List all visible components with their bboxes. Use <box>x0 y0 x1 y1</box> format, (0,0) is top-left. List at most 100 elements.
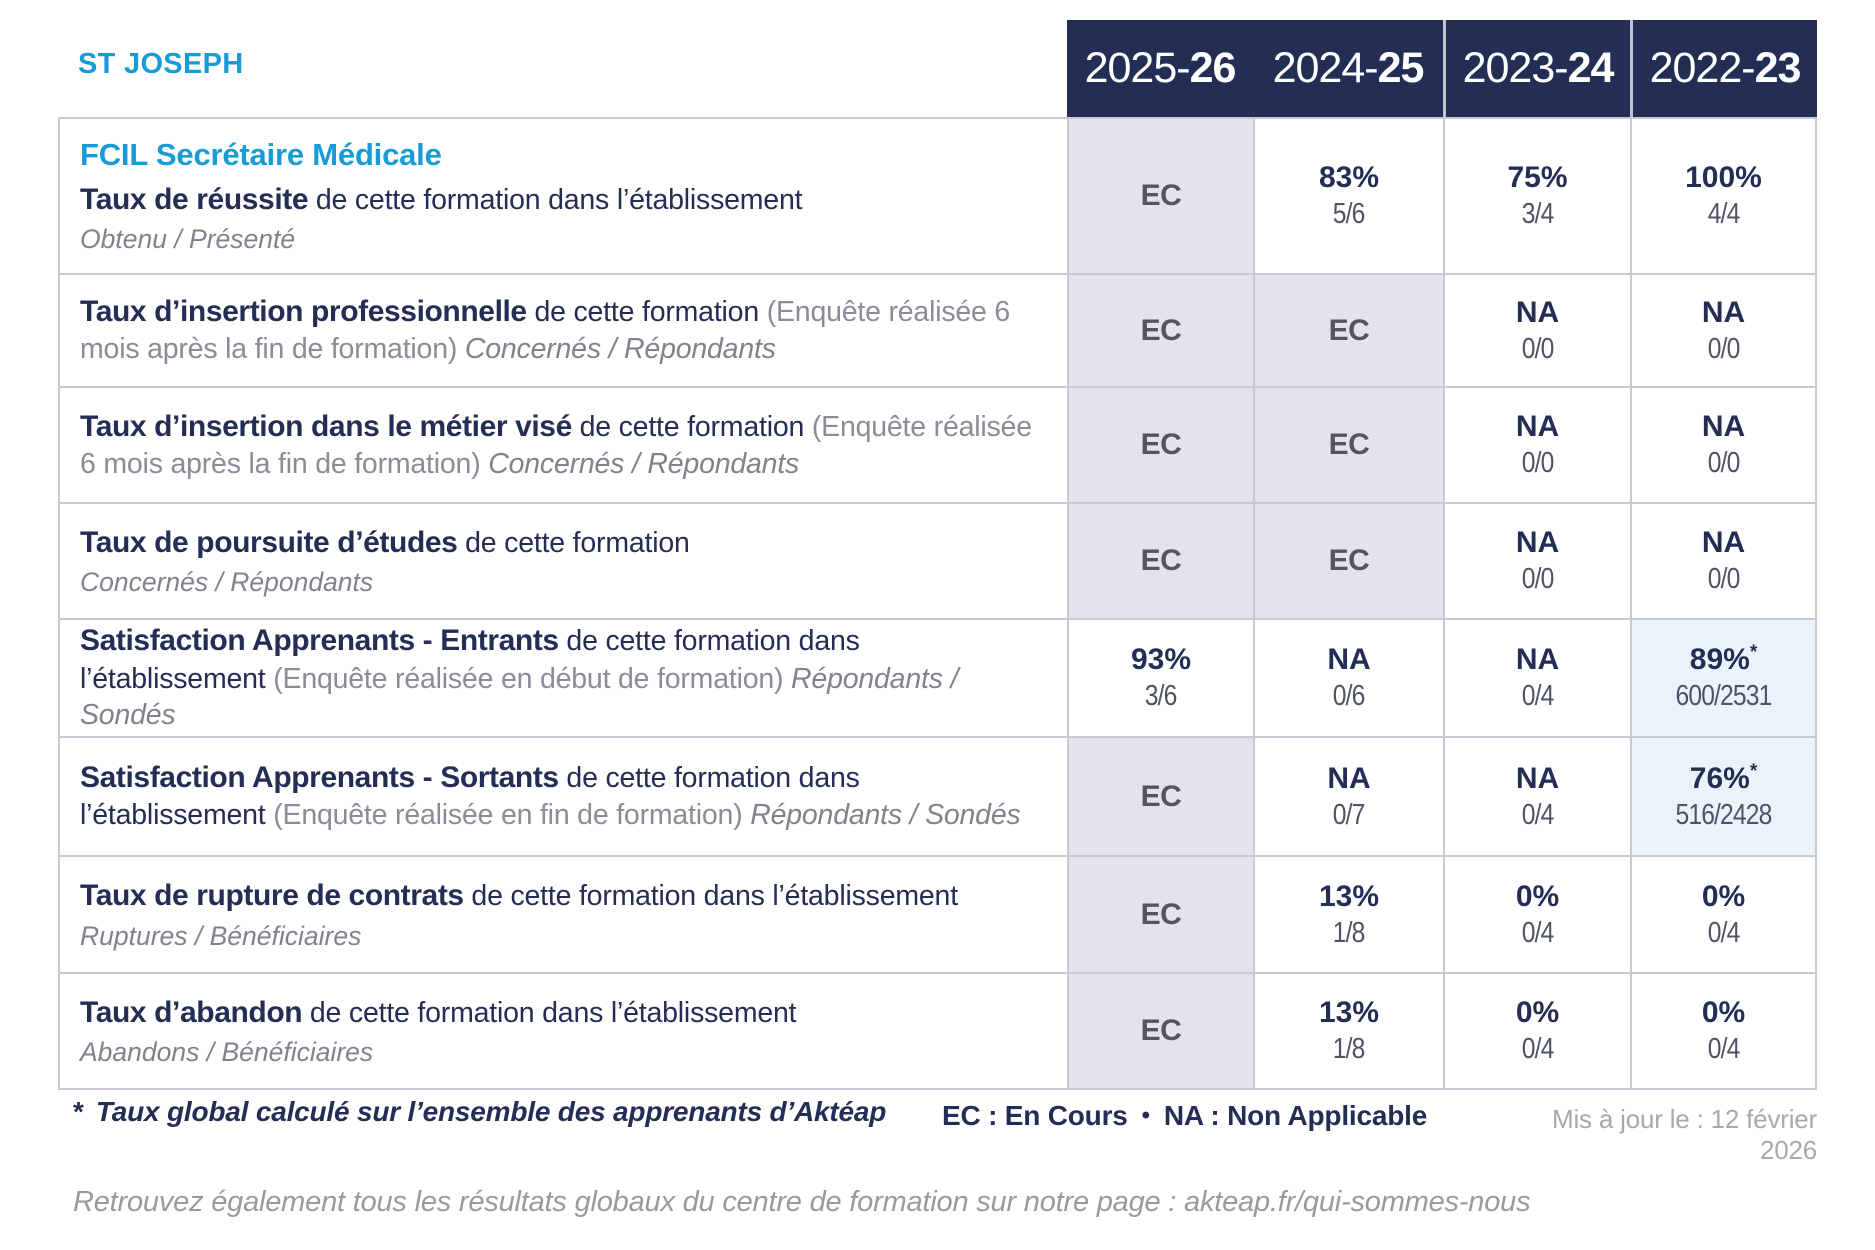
row-label: Satisfaction Apprenants - Sortants de ce… <box>58 736 1067 855</box>
year-prefix: 2024- <box>1272 44 1379 92</box>
ec-value: EC <box>1140 1014 1182 1047</box>
data-cell: EC <box>1253 273 1443 386</box>
data-cell: 75% 3/4 <box>1443 117 1630 273</box>
row-description: Taux de poursuite d’études de cette form… <box>80 524 1041 562</box>
cell-percent: 0% <box>1701 996 1746 1029</box>
cell-fraction: 0/0 <box>1707 447 1741 479</box>
ec-value: EC <box>1328 544 1370 577</box>
data-cell: 0% 0/4 <box>1443 855 1630 972</box>
row-description: Satisfaction Apprenants - Sortants de ce… <box>80 759 1041 834</box>
year-suffix: 23 <box>1754 44 1802 92</box>
cell-percent: NA <box>1515 295 1560 329</box>
row-survey-note: (Enquête réalisée 6 mois après la fin de… <box>80 410 1032 480</box>
row-ratio-label: Répondants / Sondés <box>80 662 959 732</box>
cell-fraction: 0/4 <box>1707 1033 1741 1065</box>
year-prefix: 2022- <box>1649 44 1756 92</box>
legend-ec: EC : En Cours <box>942 1100 1128 1131</box>
cell-main-value: NA <box>1515 295 1560 329</box>
row-label: Taux d’insertion professionnelle de cett… <box>58 273 1067 386</box>
data-cell: 0% 0/4 <box>1630 972 1817 1090</box>
program-title: FCIL Secrétaire Médicale <box>80 136 442 172</box>
data-cell: 0% 0/4 <box>1443 972 1630 1090</box>
cell-percent: 93% <box>1130 643 1192 676</box>
bottom-link-line: Retrouvez également tous les résultats g… <box>73 1186 1531 1218</box>
cell-main-value: 0% <box>1702 881 1745 912</box>
cell-fraction: 516/2428 <box>1675 798 1772 831</box>
data-cell: NA 0/0 <box>1443 502 1630 618</box>
year-suffix: 26 <box>1189 44 1237 92</box>
row-description: Taux d’abandon de cette formation dans l… <box>80 994 1041 1032</box>
cell-percent: NA <box>1701 410 1746 443</box>
cell-percent: NA <box>1327 643 1371 676</box>
cell-fraction: 0/7 <box>1333 798 1366 831</box>
ec-value: EC <box>1140 897 1182 931</box>
data-cell: NA 0/0 <box>1443 273 1630 386</box>
cell-fraction: 0/0 <box>1521 332 1555 365</box>
data-cell: NA 0/7 <box>1253 736 1443 855</box>
cell-percent: NA <box>1515 526 1560 559</box>
year-suffix: 24 <box>1567 44 1615 92</box>
year-prefix: 2023- <box>1462 44 1569 92</box>
footnote-text: Taux global calculé sur l’ensemble des a… <box>95 1096 887 1127</box>
row-title: Taux d’abandon <box>80 995 303 1029</box>
cell-main-value: 89%* <box>1689 642 1758 676</box>
asterisk-icon: * <box>73 1096 84 1127</box>
ec-value: EC <box>1328 428 1370 461</box>
data-cell: NA 0/0 <box>1630 386 1817 502</box>
cell-main-value: 0% <box>1516 998 1559 1028</box>
row-description-text: de cette formation <box>457 526 690 559</box>
row-label: Taux de rupture de contrats de cette for… <box>58 855 1067 972</box>
row-ratio-label: Obtenu / Présenté <box>80 224 296 255</box>
row-ratio-line: Ruptures / Bénéficiaires <box>80 921 1041 952</box>
ec-value: EC <box>1328 313 1370 347</box>
row-title: Taux de poursuite d’études <box>80 525 458 559</box>
cell-fraction: 4/4 <box>1707 198 1741 230</box>
cell-main-value: 13% <box>1319 881 1379 912</box>
row-title: Taux de rupture de contrats <box>80 879 464 913</box>
row-description-text: de cette formation <box>571 410 812 443</box>
cell-percent: NA <box>1701 526 1746 559</box>
cell-fraction: 0/0 <box>1521 563 1555 595</box>
ec-value: EC <box>1140 313 1182 347</box>
cell-main-value: NA <box>1327 645 1370 675</box>
cell-main-value: 0% <box>1516 881 1559 912</box>
cell-fraction: 0/4 <box>1521 916 1555 949</box>
row-description-text: de cette formation dans l’établissement <box>308 183 803 216</box>
cell-fraction: 3/4 <box>1521 198 1555 230</box>
row-ratio-line: Obtenu / Présenté <box>80 224 1041 255</box>
last-updated: Mis à jour le : 12 février 2026 <box>1551 1104 1817 1165</box>
row-description: Taux d’insertion professionnelle de cett… <box>80 293 1041 368</box>
row-description-text: de cette formation dans l’établissement <box>302 996 797 1029</box>
cell-main-value: 0% <box>1702 998 1745 1028</box>
header-spacer <box>58 20 1067 117</box>
cell-percent: NA <box>1515 410 1560 443</box>
data-cell: NA 0/6 <box>1253 618 1443 736</box>
asterisk-marker: * <box>1749 642 1758 663</box>
row-survey-note: (Enquête réalisée 6 mois après la fin de… <box>80 296 1011 366</box>
cell-main-value: 76%* <box>1690 762 1757 794</box>
row-ratio-label: Concernés / Répondants <box>464 333 776 366</box>
data-cell: NA 0/0 <box>1630 273 1817 386</box>
cell-fraction: 3/6 <box>1145 680 1178 712</box>
row-description: Taux de rupture de contrats de cette for… <box>80 877 1041 915</box>
cell-fraction: 0/4 <box>1707 916 1741 949</box>
row-title: Satisfaction Apprenants - Sortants <box>80 761 559 795</box>
cell-percent: 89% <box>1689 643 1750 676</box>
cell-main-value: NA <box>1702 528 1745 558</box>
cell-main-value: NA <box>1702 412 1745 442</box>
ec-value: EC <box>1140 179 1182 212</box>
data-cell: EC <box>1253 386 1443 502</box>
legend-separator-dot: • <box>1141 1102 1150 1129</box>
cell-fraction: 5/6 <box>1333 198 1366 230</box>
cell-main-value: 93% <box>1131 645 1191 675</box>
cell-fraction: 0/4 <box>1521 798 1555 831</box>
row-description: Taux d’insertion dans le métier visé de … <box>80 408 1041 483</box>
cell-fraction: 600/2531 <box>1675 680 1772 712</box>
row-ratio-label: Concernés / Répondants <box>488 447 800 480</box>
cell-main-value: 100% <box>1685 163 1762 193</box>
data-cell: EC <box>1067 736 1253 855</box>
row-description: Taux de réussite de cette formation dans… <box>80 181 1041 219</box>
data-cell: EC <box>1067 273 1253 386</box>
data-cell: 100% 4/4 <box>1630 117 1817 273</box>
